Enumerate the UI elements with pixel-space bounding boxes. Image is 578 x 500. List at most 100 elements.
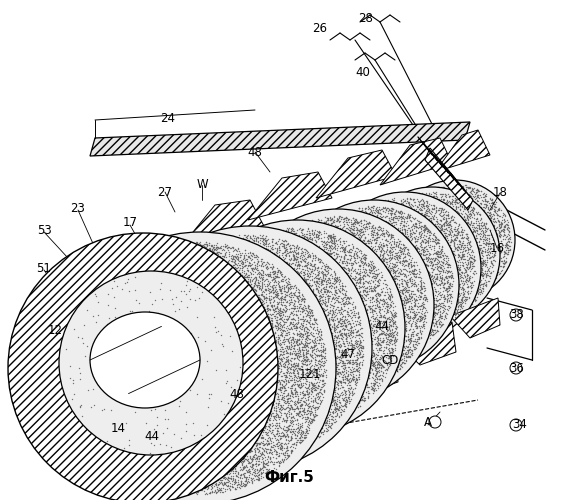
- Point: [246, 328, 255, 336]
- Point: [490, 245, 499, 253]
- Point: [137, 288, 146, 296]
- Point: [209, 416, 218, 424]
- Point: [347, 339, 357, 347]
- Point: [166, 394, 175, 402]
- Point: [260, 318, 269, 326]
- Point: [244, 248, 253, 256]
- Point: [206, 368, 215, 376]
- Point: [145, 377, 154, 385]
- Point: [209, 468, 218, 475]
- Point: [397, 217, 406, 225]
- Point: [390, 266, 399, 274]
- Point: [361, 251, 370, 259]
- Point: [347, 387, 357, 395]
- Point: [459, 204, 468, 212]
- Point: [259, 309, 268, 317]
- Point: [321, 334, 331, 342]
- Point: [404, 348, 413, 356]
- Point: [265, 356, 274, 364]
- Point: [97, 320, 106, 328]
- Point: [125, 292, 134, 300]
- Point: [267, 302, 276, 310]
- Point: [419, 290, 428, 298]
- Point: [412, 264, 421, 272]
- Point: [303, 288, 313, 296]
- Point: [256, 472, 265, 480]
- Point: [238, 274, 247, 282]
- Point: [307, 348, 316, 356]
- Point: [238, 461, 247, 469]
- Point: [271, 414, 280, 422]
- Point: [275, 364, 284, 372]
- Point: [281, 259, 290, 267]
- Point: [313, 325, 322, 333]
- Point: [273, 326, 282, 334]
- Point: [281, 355, 290, 363]
- Point: [419, 193, 428, 201]
- Point: [426, 267, 435, 275]
- Point: [254, 414, 263, 422]
- Point: [370, 209, 380, 217]
- Point: [157, 474, 166, 482]
- Point: [201, 273, 210, 281]
- Point: [275, 353, 284, 361]
- Point: [346, 271, 355, 279]
- Point: [307, 326, 317, 334]
- Point: [250, 376, 259, 384]
- Point: [431, 266, 440, 274]
- Point: [387, 320, 396, 328]
- Point: [442, 268, 451, 276]
- Point: [373, 360, 383, 368]
- Point: [238, 274, 247, 282]
- Point: [187, 439, 196, 447]
- Point: [247, 292, 256, 300]
- Point: [432, 262, 442, 270]
- Point: [294, 301, 303, 309]
- Point: [280, 388, 289, 396]
- Point: [272, 361, 281, 369]
- Point: [354, 256, 364, 264]
- Point: [316, 379, 325, 387]
- Point: [242, 398, 251, 406]
- Point: [204, 296, 213, 304]
- Point: [260, 418, 269, 426]
- Point: [101, 428, 110, 436]
- Point: [297, 304, 306, 312]
- Point: [373, 266, 382, 274]
- Point: [370, 278, 380, 285]
- Point: [418, 282, 428, 290]
- Point: [386, 327, 395, 335]
- Point: [298, 380, 307, 388]
- Point: [264, 300, 273, 308]
- Point: [221, 454, 230, 462]
- Point: [161, 358, 170, 366]
- Point: [354, 288, 364, 296]
- Point: [360, 316, 369, 324]
- Point: [306, 356, 316, 364]
- Point: [399, 253, 409, 261]
- Point: [372, 336, 381, 344]
- Point: [373, 362, 383, 370]
- Point: [424, 253, 433, 261]
- Point: [376, 321, 386, 329]
- Point: [297, 400, 306, 408]
- Point: [201, 288, 210, 296]
- Point: [308, 404, 317, 412]
- Point: [376, 246, 385, 254]
- Point: [459, 287, 468, 295]
- Point: [212, 466, 221, 474]
- Point: [151, 306, 161, 314]
- Point: [320, 287, 329, 295]
- Point: [251, 428, 260, 436]
- Point: [423, 260, 432, 268]
- Point: [428, 278, 438, 286]
- Point: [243, 313, 253, 321]
- Point: [201, 460, 210, 468]
- Point: [369, 379, 379, 387]
- Point: [235, 248, 244, 256]
- Point: [185, 282, 194, 290]
- Point: [404, 224, 413, 232]
- Point: [445, 196, 454, 204]
- Point: [451, 222, 461, 230]
- Point: [307, 238, 316, 246]
